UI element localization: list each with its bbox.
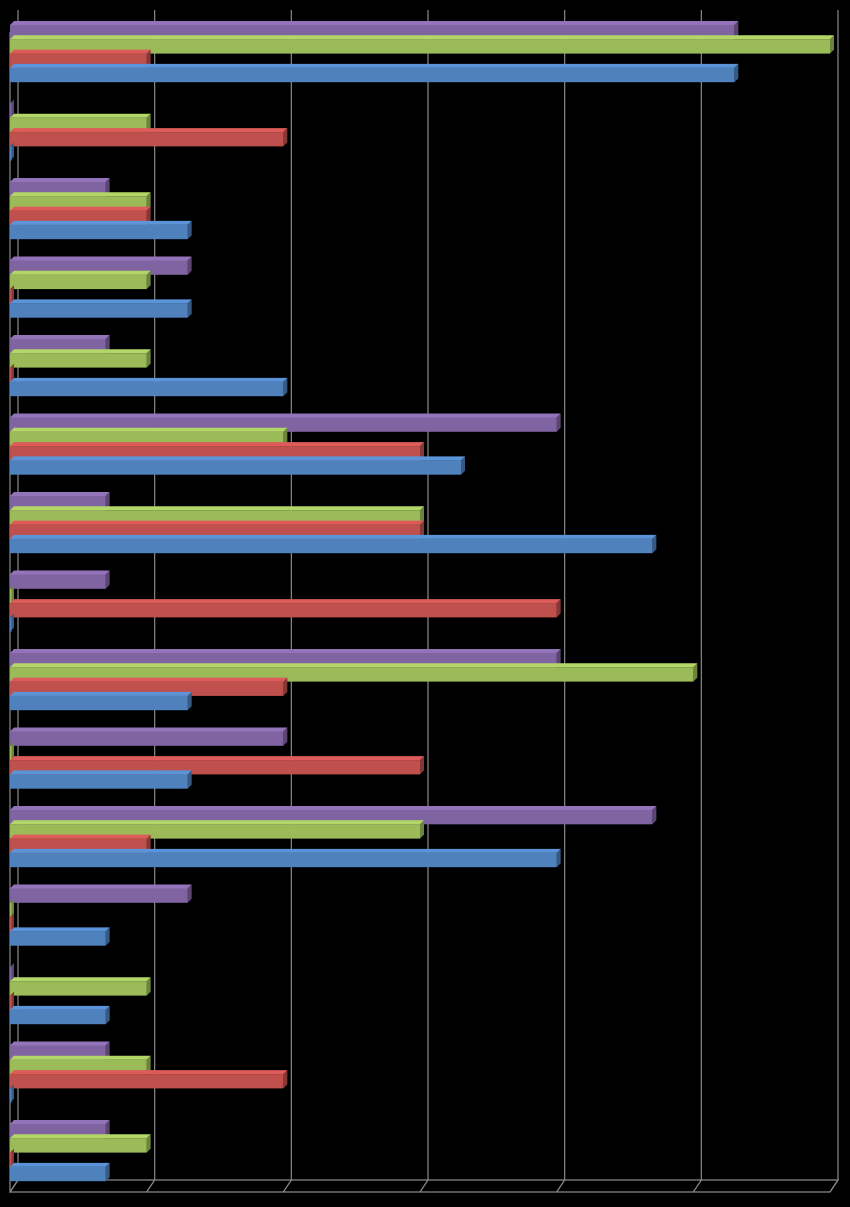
bar-cat12-series1 bbox=[10, 884, 192, 903]
bar-cat10-series1 bbox=[10, 727, 288, 746]
bar-cat14-series3 bbox=[10, 1070, 288, 1089]
bar-cat13-series4 bbox=[10, 1005, 110, 1025]
bar-cat8-series1 bbox=[10, 570, 110, 589]
bar-cat8-series4 bbox=[10, 613, 14, 632]
bar-cat2-series1 bbox=[10, 99, 14, 118]
bar-cat14-series4 bbox=[10, 1084, 14, 1103]
bar-cat6-series4 bbox=[10, 456, 465, 475]
bar-cat15-series4 bbox=[10, 1162, 110, 1182]
bar-cat7-series4 bbox=[10, 534, 657, 554]
gridline-floor-0 bbox=[9, 1179, 19, 1193]
bar-cat12-series2 bbox=[10, 898, 14, 918]
bar-cat15-series3 bbox=[10, 1148, 14, 1167]
bar-cat3-series4 bbox=[10, 220, 192, 240]
bar-cat1-series4 bbox=[10, 63, 739, 83]
bar-cat11-series4 bbox=[10, 848, 561, 868]
bar-cat13-series1 bbox=[10, 963, 14, 982]
bar-cat13-series2 bbox=[10, 977, 151, 996]
bar-cat4-series3 bbox=[10, 285, 14, 304]
bar-cat9-series4 bbox=[10, 691, 192, 711]
bars bbox=[10, 21, 834, 1182]
bar-cat12-series3 bbox=[10, 913, 14, 932]
bar-cat5-series3 bbox=[10, 363, 14, 382]
bar-cat5-series4 bbox=[10, 377, 288, 397]
bar-cat1-series2 bbox=[10, 35, 834, 54]
bar-cat10-series4 bbox=[10, 770, 192, 789]
gridline-floor-3 bbox=[419, 1179, 429, 1193]
bar-cat4-series4 bbox=[10, 299, 192, 318]
bar-cat13-series3 bbox=[10, 991, 14, 1010]
bar-cat8-series2 bbox=[10, 584, 14, 604]
bar-cat15-series2 bbox=[10, 1134, 151, 1153]
bar-cat5-series2 bbox=[10, 349, 151, 368]
bar-cat8-series3 bbox=[10, 599, 561, 618]
gridline-floor-6 bbox=[829, 1179, 839, 1193]
bar-cat12-series4 bbox=[10, 927, 110, 946]
bar-cat4-series2 bbox=[10, 270, 151, 290]
gridline-floor-2 bbox=[282, 1179, 292, 1193]
bar-cat2-series4 bbox=[10, 142, 14, 161]
bar-cat10-series2 bbox=[10, 741, 14, 761]
gridline-floor-1 bbox=[146, 1179, 156, 1193]
gridline-floor-4 bbox=[556, 1179, 566, 1193]
bar-cat2-series3 bbox=[10, 128, 288, 147]
gridline-floor-5 bbox=[692, 1179, 702, 1193]
